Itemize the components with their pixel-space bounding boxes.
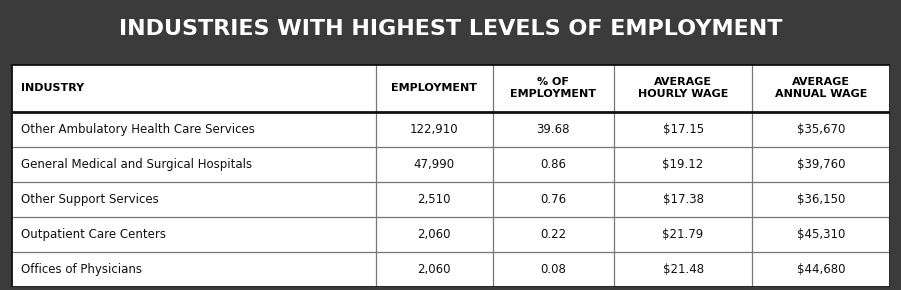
Text: AVERAGE
HOURLY WAGE: AVERAGE HOURLY WAGE xyxy=(638,77,728,99)
Text: 39.68: 39.68 xyxy=(537,123,570,136)
Text: General Medical and Surgical Hospitals: General Medical and Surgical Hospitals xyxy=(22,157,252,171)
Text: $19.12: $19.12 xyxy=(662,157,704,171)
Text: $17.15: $17.15 xyxy=(662,123,704,136)
Text: % OF
EMPLOYMENT: % OF EMPLOYMENT xyxy=(510,77,596,99)
Text: 0.08: 0.08 xyxy=(541,262,567,275)
Text: Offices of Physicians: Offices of Physicians xyxy=(22,262,142,275)
Text: $21.79: $21.79 xyxy=(662,228,704,240)
Text: $45,310: $45,310 xyxy=(797,228,845,240)
Text: 0.86: 0.86 xyxy=(541,157,567,171)
Text: 0.76: 0.76 xyxy=(541,193,567,206)
Text: $36,150: $36,150 xyxy=(797,193,845,206)
Text: $39,760: $39,760 xyxy=(796,157,845,171)
Text: AVERAGE
ANNUAL WAGE: AVERAGE ANNUAL WAGE xyxy=(775,77,868,99)
Text: 47,990: 47,990 xyxy=(414,157,455,171)
Text: 122,910: 122,910 xyxy=(410,123,459,136)
Text: INDUSTRY: INDUSTRY xyxy=(22,83,85,93)
Text: INDUSTRIES WITH HIGHEST LEVELS OF EMPLOYMENT: INDUSTRIES WITH HIGHEST LEVELS OF EMPLOY… xyxy=(119,19,782,39)
Text: Outpatient Care Centers: Outpatient Care Centers xyxy=(22,228,167,240)
Text: $21.48: $21.48 xyxy=(662,262,704,275)
Text: 2,060: 2,060 xyxy=(417,262,451,275)
Text: 2,510: 2,510 xyxy=(417,193,451,206)
Text: 0.22: 0.22 xyxy=(541,228,567,240)
Text: Other Support Services: Other Support Services xyxy=(22,193,159,206)
Text: Other Ambulatory Health Care Services: Other Ambulatory Health Care Services xyxy=(22,123,255,136)
Text: $44,680: $44,680 xyxy=(796,262,845,275)
Text: $35,670: $35,670 xyxy=(797,123,845,136)
Text: 2,060: 2,060 xyxy=(417,228,451,240)
Text: EMPLOYMENT: EMPLOYMENT xyxy=(391,83,478,93)
Text: $17.38: $17.38 xyxy=(662,193,704,206)
